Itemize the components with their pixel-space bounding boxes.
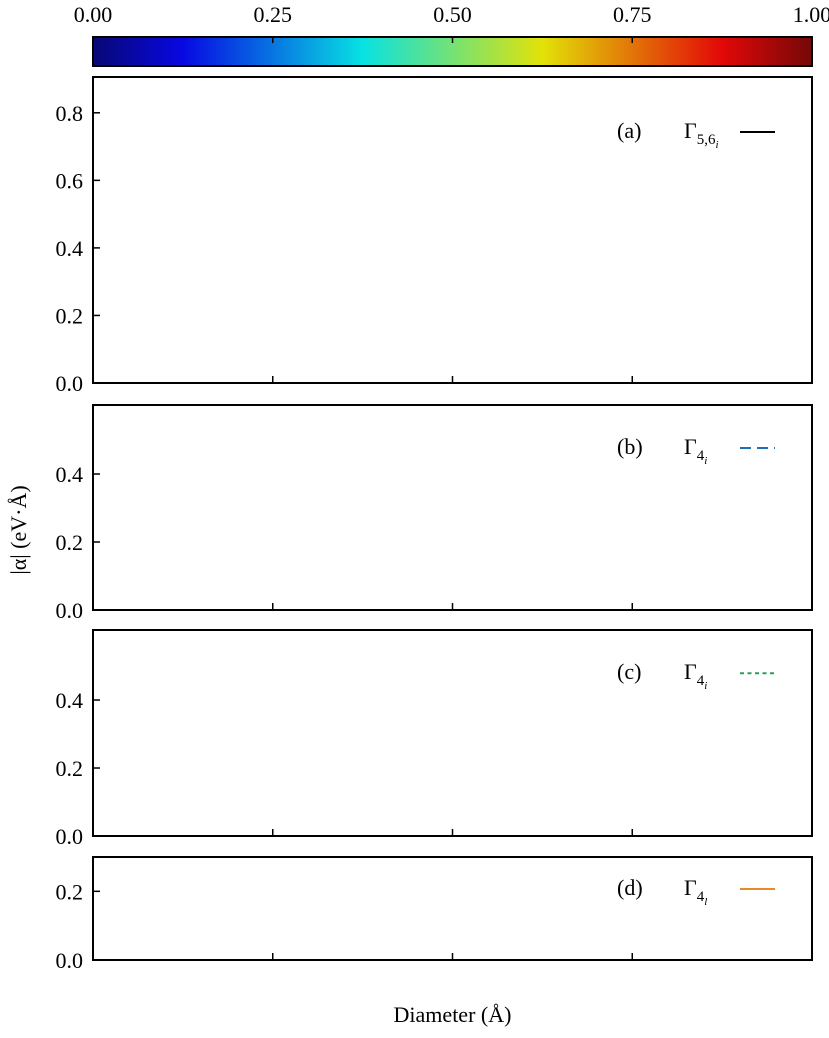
legend-subsub: l	[704, 896, 707, 908]
legend-label: Γ4i	[684, 434, 707, 467]
y-tick-label: 0.0	[56, 948, 84, 973]
y-tick-label: 0.0	[56, 371, 84, 396]
y-tick-label: 0.2	[56, 879, 84, 904]
legend-label: Γ4i	[684, 659, 707, 692]
panel-annotation: (d)	[617, 875, 643, 900]
y-tick-label: 0.8	[56, 101, 84, 126]
y-tick-label: 0.4	[56, 688, 84, 713]
legend-label: Γ5,6i	[684, 118, 719, 151]
panel-annotation: (b)	[617, 434, 643, 459]
y-tick-label: 0.2	[56, 756, 84, 781]
y-tick-label: 0.0	[56, 824, 84, 849]
y-tick-label: 0.2	[56, 303, 84, 328]
legend-sub: 5,6	[697, 132, 716, 148]
legend-base: Γ	[684, 659, 697, 684]
y-tick-label: 0.2	[56, 530, 84, 555]
colorbar-tick-label: 0.50	[433, 2, 472, 27]
colorbar-tick-label: 0.25	[254, 2, 293, 27]
y-tick-label: 0.4	[56, 236, 84, 261]
legend-base: Γ	[684, 434, 697, 459]
axes-frame	[92, 76, 813, 384]
panel-annotation: (a)	[617, 118, 641, 143]
y-axis-label: |α| (eV·Å)	[6, 485, 31, 574]
colorbar-tick-label: 0.00	[74, 2, 113, 27]
legend-base: Γ	[684, 875, 697, 900]
y-tick-label: 0.4	[56, 462, 84, 487]
panel-annotation: (c)	[617, 659, 641, 684]
y-tick-label: 0.0	[56, 598, 84, 623]
legend-subsub: i	[704, 680, 707, 692]
colorbar-tick-label: 0.75	[613, 2, 652, 27]
x-axis-label: Diameter (Å)	[394, 1002, 512, 1027]
legend-base: Γ	[684, 118, 697, 143]
axes-frame	[92, 629, 813, 837]
legend-label: Γ4l	[684, 875, 707, 908]
legend-sub: 4	[697, 673, 705, 689]
legend-sub: 4	[697, 448, 705, 464]
legend-subsub: i	[715, 139, 718, 151]
legend-subsub: i	[704, 455, 707, 467]
colorbar-tick-label: 1.00	[793, 2, 829, 27]
y-tick-label: 0.6	[56, 168, 84, 193]
axes-frame	[92, 856, 813, 961]
legend-sub: 4	[697, 889, 705, 905]
axes-frame	[92, 404, 813, 611]
